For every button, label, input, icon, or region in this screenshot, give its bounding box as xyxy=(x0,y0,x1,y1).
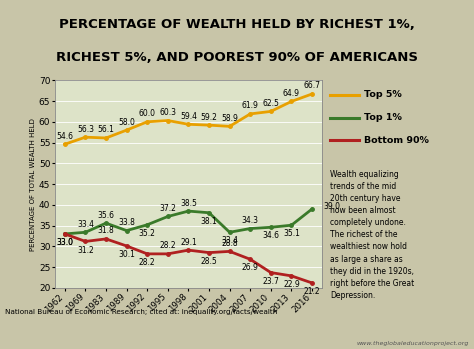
Text: 33.0: 33.0 xyxy=(56,238,73,247)
Text: 29.1: 29.1 xyxy=(180,238,197,247)
Text: 34.6: 34.6 xyxy=(262,231,279,240)
Text: Bottom 90%: Bottom 90% xyxy=(364,136,428,145)
Text: 31.2: 31.2 xyxy=(77,245,94,254)
Text: 23.7: 23.7 xyxy=(263,277,279,286)
Text: 28.2: 28.2 xyxy=(160,241,176,250)
Text: 26.9: 26.9 xyxy=(242,263,259,272)
Text: 37.2: 37.2 xyxy=(159,204,176,213)
Text: 33.4: 33.4 xyxy=(221,236,238,245)
Text: 33.0: 33.0 xyxy=(56,238,73,247)
Text: 28.8: 28.8 xyxy=(221,239,238,248)
Text: 28.2: 28.2 xyxy=(139,258,155,267)
Text: Top 1%: Top 1% xyxy=(364,113,401,122)
Text: 60.0: 60.0 xyxy=(139,109,156,118)
Text: 59.4: 59.4 xyxy=(180,112,197,121)
Text: 62.5: 62.5 xyxy=(263,99,279,108)
Text: www.theglobaleducationproject.org: www.theglobaleducationproject.org xyxy=(357,341,469,346)
Text: 59.2: 59.2 xyxy=(201,113,218,121)
Text: 35.1: 35.1 xyxy=(283,229,300,238)
Text: 56.3: 56.3 xyxy=(77,125,94,134)
Text: 31.8: 31.8 xyxy=(98,227,114,235)
Text: RICHEST 5%, AND POOREST 90% OF AMERICANS: RICHEST 5%, AND POOREST 90% OF AMERICANS xyxy=(56,51,418,64)
Text: 60.3: 60.3 xyxy=(159,108,176,117)
Text: 33.4: 33.4 xyxy=(77,220,94,229)
Text: 35.2: 35.2 xyxy=(139,229,155,238)
Text: 22.9: 22.9 xyxy=(283,280,300,289)
Text: 64.9: 64.9 xyxy=(283,89,300,98)
Text: 54.6: 54.6 xyxy=(56,132,73,141)
Text: 58.0: 58.0 xyxy=(118,118,135,127)
Text: 39.0: 39.0 xyxy=(323,202,340,211)
Text: National Bureau of Economic Research; cited at: inequality.org/facts/wealth: National Bureau of Economic Research; ci… xyxy=(5,309,277,315)
Text: 28.5: 28.5 xyxy=(201,257,218,266)
Y-axis label: PERCENTAGE OF TOTAL WEALTH HELD: PERCENTAGE OF TOTAL WEALTH HELD xyxy=(30,118,36,251)
Text: Wealth equalizing
trends of the mid
20th century have
now been almost
completely: Wealth equalizing trends of the mid 20th… xyxy=(330,170,414,300)
Text: 21.2: 21.2 xyxy=(304,287,320,296)
Text: 38.1: 38.1 xyxy=(201,217,218,226)
Text: 33.8: 33.8 xyxy=(118,218,135,227)
Text: 66.7: 66.7 xyxy=(303,81,320,90)
Text: 34.3: 34.3 xyxy=(242,216,259,225)
Text: PERCENTAGE OF WEALTH HELD BY RICHEST 1%,: PERCENTAGE OF WEALTH HELD BY RICHEST 1%, xyxy=(59,18,415,31)
Text: 56.1: 56.1 xyxy=(98,125,114,134)
Text: 38.5: 38.5 xyxy=(180,199,197,208)
Text: 35.6: 35.6 xyxy=(98,210,115,220)
Text: 58.9: 58.9 xyxy=(221,114,238,123)
Text: 30.1: 30.1 xyxy=(118,250,135,259)
Text: 61.9: 61.9 xyxy=(242,101,259,110)
Text: Top 5%: Top 5% xyxy=(364,90,401,99)
